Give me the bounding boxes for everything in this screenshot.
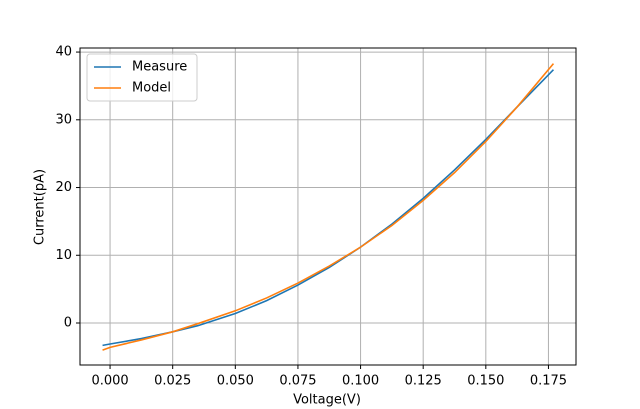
x-tick-label: 0.175 — [530, 374, 567, 389]
y-tick-label: 40 — [55, 45, 72, 60]
x-tick-label: 0.125 — [405, 374, 442, 389]
y-tick-label: 0 — [64, 316, 72, 331]
y-tick-label: 10 — [55, 248, 72, 263]
plot-frame — [79, 47, 577, 366]
x-tick-label: 0.100 — [342, 374, 379, 389]
legend-label: Measure — [132, 60, 187, 75]
legend: Measure Model — [86, 53, 198, 102]
legend-box — [86, 53, 198, 102]
x-axis-label: Voltage(V) — [293, 393, 361, 408]
line-series — [102, 63, 555, 351]
x-tick-label: 0.000 — [91, 374, 128, 389]
x-tick-label: 0.050 — [217, 374, 254, 389]
y-axis-label: Current(pA) — [33, 169, 48, 245]
y-tick-label: 20 — [55, 180, 72, 195]
x-tick-label: 0.075 — [279, 374, 316, 389]
x-tick-label: 0.025 — [154, 374, 191, 389]
legend-label: Model — [132, 81, 171, 96]
y-tick-label: 30 — [55, 112, 72, 127]
x-tick-label: 0.150 — [467, 374, 504, 389]
